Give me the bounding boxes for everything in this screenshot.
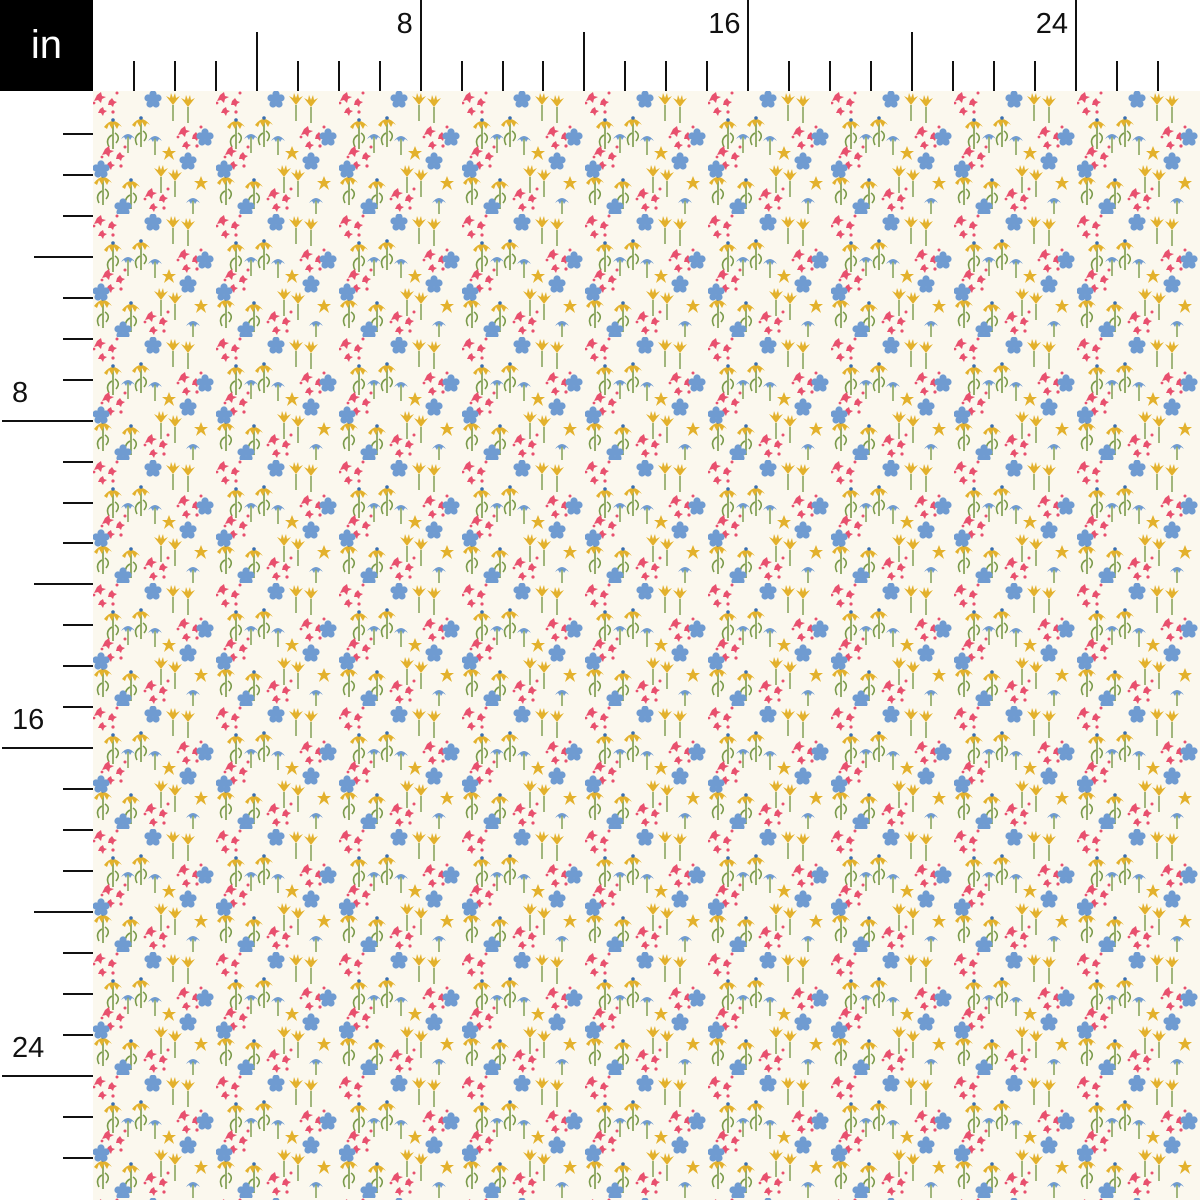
top-ruler-tick <box>788 61 791 91</box>
top-ruler-tick <box>296 61 299 91</box>
top-ruler-tick <box>1074 0 1077 91</box>
left-ruler-tick <box>34 911 93 913</box>
top-ruler-tick <box>911 32 913 91</box>
left-ruler-tick <box>63 951 93 954</box>
left-ruler-tick <box>34 255 93 258</box>
top-ruler-tick <box>747 0 750 91</box>
top-ruler-tick <box>132 61 135 91</box>
top-ruler-tick <box>214 61 217 91</box>
left-ruler-tick <box>63 1156 93 1159</box>
top-ruler-tick <box>1115 61 1118 91</box>
left-ruler-tick <box>63 870 93 873</box>
top-ruler-tick <box>706 61 709 91</box>
top-ruler-tick <box>992 61 995 91</box>
top-ruler-tick <box>870 61 873 91</box>
left-ruler-tick <box>63 501 93 504</box>
left-ruler-label: 8 <box>12 376 29 409</box>
left-ruler-tick <box>63 992 93 995</box>
top-ruler-tick <box>378 61 381 91</box>
top-ruler-tick <box>583 32 586 91</box>
left-ruler-tick <box>63 460 93 463</box>
left-ruler-tick <box>63 624 93 627</box>
top-ruler-tick <box>419 0 422 91</box>
left-ruler-label: 24 <box>12 1031 45 1064</box>
top-ruler-label: 16 <box>708 8 741 40</box>
top-ruler-label: 24 <box>1035 8 1069 40</box>
top-ruler-tick <box>460 61 463 91</box>
left-ruler-tick <box>63 542 93 545</box>
top-ruler-tick <box>255 32 258 91</box>
left-ruler-tick <box>63 829 93 832</box>
left-ruler-tick <box>2 419 93 422</box>
top-ruler-tick <box>951 61 954 91</box>
top-ruler-tick <box>173 61 176 91</box>
floral-fabric-swatch <box>93 91 1200 1200</box>
top-ruler-tick <box>542 61 545 91</box>
left-ruler-tick <box>2 747 93 750</box>
left-ruler-tick <box>63 296 93 299</box>
left-ruler-tick <box>63 378 93 381</box>
top-ruler-tick <box>624 61 627 91</box>
left-ruler-tick <box>2 1074 93 1077</box>
top-ruler-label: 8 <box>396 8 413 40</box>
left-ruler-tick <box>63 132 93 135</box>
top-ruler-tick <box>501 61 504 91</box>
left-ruler-label: 16 <box>12 704 45 737</box>
left-ruler-tick <box>63 788 93 791</box>
floral-pattern-fill <box>93 91 1200 1200</box>
left-ruler-tick <box>63 173 93 176</box>
left-ruler-tick <box>63 337 93 340</box>
top-ruler-tick <box>337 61 340 91</box>
left-ruler-tick <box>63 1115 93 1118</box>
top-ruler-tick <box>1033 61 1036 91</box>
left-ruler-tick <box>63 1033 93 1036</box>
left-ruler-tick <box>63 706 93 709</box>
top-ruler-tick <box>829 61 832 91</box>
top-ruler-tick <box>1156 61 1159 91</box>
unit-label: in <box>0 0 93 91</box>
left-ruler-tick <box>63 665 93 668</box>
left-ruler-tick <box>63 214 93 217</box>
left-ruler-tick <box>34 583 93 586</box>
top-ruler-tick <box>665 61 668 91</box>
